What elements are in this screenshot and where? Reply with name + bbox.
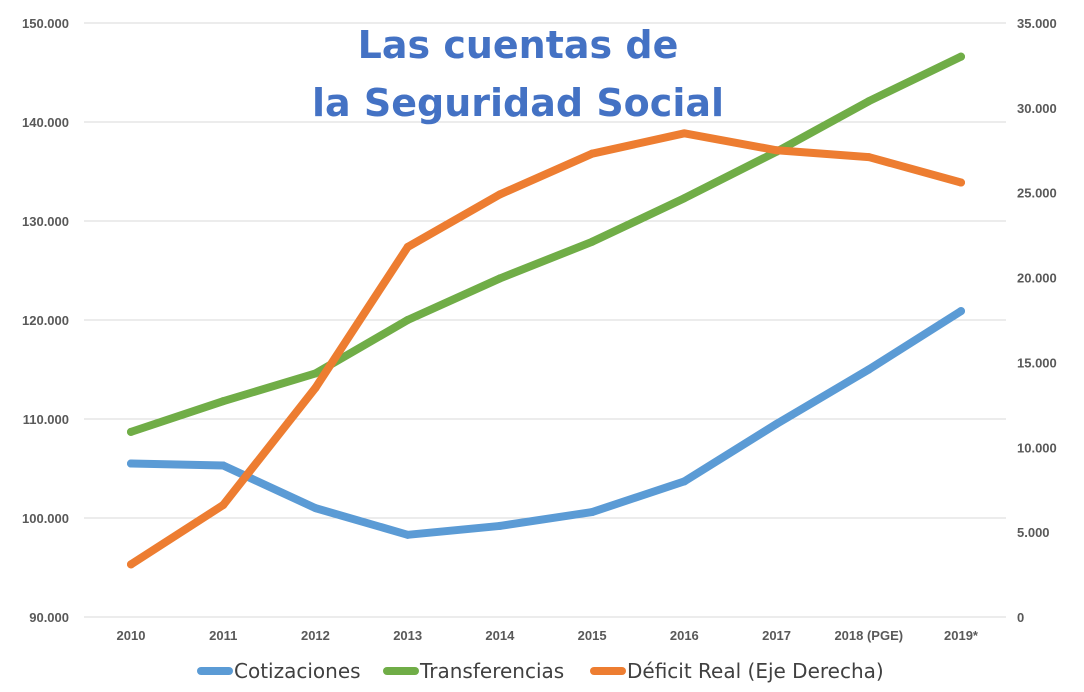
right-tick-label: 20.000: [1017, 271, 1057, 286]
right-tick-label: 30.000: [1017, 101, 1057, 116]
data-point-transferencias: [219, 397, 228, 406]
left-tick-label: 140.000: [22, 115, 69, 130]
data-point-d-ficit-real-eje-derecha: [311, 383, 320, 392]
data-point-cotizaciones: [957, 307, 965, 316]
data-point-cotizaciones: [588, 508, 597, 517]
data-point-transferencias: [957, 52, 965, 61]
data-point-transferencias: [403, 316, 412, 324]
legend-label: Déficit Real (Eje Derecha): [627, 659, 884, 683]
chart-title-line: la Seguridad Social: [312, 81, 724, 125]
left-tick-label: 120.000: [22, 313, 69, 328]
x-tick-label: 2010: [117, 628, 146, 643]
x-tick-label: 2014: [485, 628, 515, 643]
chart-title-line: Las cuentas de: [358, 23, 679, 67]
left-tick-label: 150.000: [22, 16, 69, 31]
data-point-transferencias: [680, 194, 689, 203]
data-point-d-ficit-real-eje-derecha: [864, 153, 873, 162]
legend-item-d-ficit-real-eje-derecha: Déficit Real (Eje Derecha): [590, 659, 884, 683]
right-tick-label: 0: [1017, 610, 1024, 625]
data-point-transferencias: [495, 274, 504, 283]
right-tick-label: 10.000: [1017, 440, 1057, 455]
data-point-cotizaciones: [680, 477, 689, 486]
series-lines: [127, 52, 965, 569]
left-tick-label: 110.000: [23, 412, 69, 427]
x-tick-label: 2012: [301, 628, 330, 643]
left-tick-label: 100.000: [22, 511, 69, 526]
data-point-cotizaciones: [403, 530, 412, 539]
x-tick-label: 2013: [393, 628, 422, 643]
data-point-d-ficit-real-eje-derecha: [772, 146, 781, 155]
x-tick-label: 2017: [762, 628, 791, 643]
right-tick-label: 25.000: [1017, 186, 1057, 201]
data-point-d-ficit-real-eje-derecha: [588, 149, 597, 158]
data-point-d-ficit-real-eje-derecha: [680, 129, 689, 138]
right-tick-label: 35.000: [1017, 16, 1057, 31]
data-point-cotizaciones: [772, 419, 781, 428]
data-point-cotizaciones: [311, 504, 320, 513]
x-tick-label: 2018 (PGE): [834, 628, 903, 643]
data-point-d-ficit-real-eje-derecha: [495, 190, 504, 199]
legend-item-cotizaciones: Cotizaciones: [197, 659, 361, 683]
data-point-cotizaciones: [864, 365, 873, 374]
data-point-transferencias: [127, 427, 135, 436]
data-point-cotizaciones: [495, 521, 504, 530]
data-point-transferencias: [864, 97, 873, 106]
legend-label: Cotizaciones: [234, 659, 361, 683]
x-tick-label: 2015: [578, 628, 607, 643]
x-axis-ticks: 2010 2011 2012 2013 2014 2015 2016 2017 2018 (PG…: [117, 628, 979, 643]
legend-label: Transferencias: [419, 659, 564, 683]
data-point-cotizaciones: [127, 459, 135, 468]
data-point-d-ficit-real-eje-derecha: [957, 178, 965, 187]
right-axis-ticks: 0 5.000 10.000 15.000 20.000 25.000 30.000 35.0…: [1017, 16, 1057, 625]
gridlines: [84, 22, 1006, 618]
data-point-d-ficit-real-eje-derecha: [403, 243, 412, 252]
chart-title: Las cuentas de la Seguridad Social: [312, 23, 724, 125]
series-line-transferencias: [127, 52, 965, 436]
right-tick-label: 15.000: [1017, 355, 1057, 370]
series-line-cotizaciones: [127, 307, 965, 539]
legend-item-transferencias: Transferencias: [383, 659, 564, 683]
x-tick-label: 2019*: [944, 628, 979, 643]
data-point-cotizaciones: [219, 461, 228, 470]
x-tick-label: 2011: [209, 628, 237, 643]
data-point-transferencias: [588, 237, 597, 246]
left-tick-label: 130.000: [22, 214, 69, 229]
left-axis-ticks: 90.000 100.000 110.000 120.000 130.000 140.00…: [22, 16, 69, 625]
left-tick-label: 90.000: [29, 610, 69, 625]
series-line-d-ficit-real-eje-derecha: [127, 129, 965, 569]
x-tick-label: 2016: [670, 628, 699, 643]
legend: Cotizaciones Transferencias Déficit Real (…: [197, 659, 884, 683]
right-tick-label: 5.000: [1017, 525, 1050, 540]
data-point-d-ficit-real-eje-derecha: [127, 560, 135, 569]
data-point-transferencias: [311, 369, 320, 378]
data-point-d-ficit-real-eje-derecha: [219, 500, 228, 509]
